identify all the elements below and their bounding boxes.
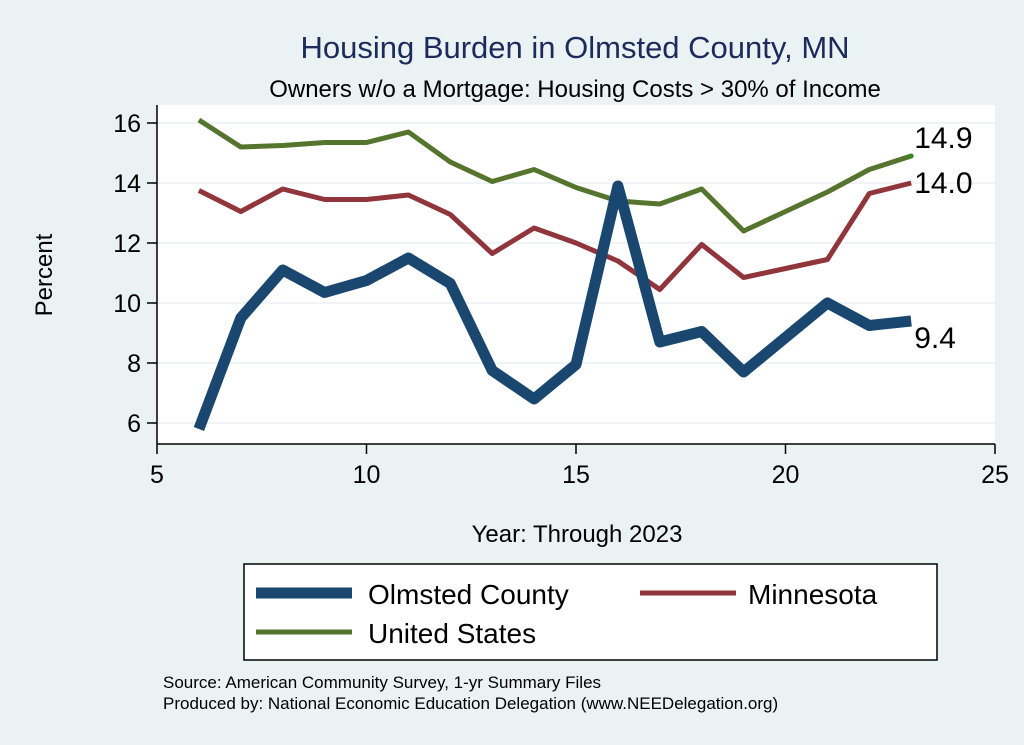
- legend: [243, 563, 938, 661]
- x-axis-title: Year: Through 2023: [472, 521, 683, 548]
- series-end-label: 14.9: [914, 122, 972, 155]
- y-tick-label: 6: [127, 410, 141, 438]
- series-end-marker: [908, 153, 914, 159]
- x-tick-label: 20: [772, 461, 800, 489]
- chart-subtitle: Owners w/o a Mortgage: Housing Costs > 3…: [269, 76, 881, 103]
- series-line-olmsted-county: [193, 180, 912, 431]
- y-tick-label: 10: [113, 290, 141, 318]
- y-tick-label: 8: [127, 350, 141, 378]
- series-lines: [193, 117, 912, 431]
- series-line-united-states: [197, 117, 912, 234]
- series-line-minnesota: [197, 180, 912, 292]
- y-tick-label: 16: [113, 110, 141, 138]
- end-labels: 9.4 14.0 14.9: [908, 122, 973, 355]
- producer-note: Produced by: National Economic Education…: [163, 694, 778, 713]
- legend-label: Olmsted County: [368, 579, 569, 610]
- x-tick-label: 25: [981, 461, 1009, 489]
- series-end-label: 14.0: [914, 167, 972, 200]
- axis-ticks: 6 8 10 12 14 16 5 10 15 20 25: [113, 110, 1009, 489]
- legend-label: United States: [368, 618, 536, 649]
- y-tick-label: 12: [113, 230, 141, 258]
- legend-entries: Olmsted County Minnesota United States: [256, 579, 878, 649]
- legend-label: Minnesota: [748, 579, 878, 610]
- x-tick-label: 15: [562, 461, 590, 489]
- chart-title: Housing Burden in Olmsted County, MN: [300, 30, 849, 65]
- x-tick-label: 10: [353, 461, 381, 489]
- x-tick-label: 5: [150, 461, 164, 489]
- series-end-label: 9.4: [914, 322, 956, 355]
- y-tick-label: 14: [113, 170, 141, 198]
- y-axis-title: Percent: [31, 233, 58, 316]
- source-note: Source: American Community Survey, 1-yr …: [163, 673, 601, 692]
